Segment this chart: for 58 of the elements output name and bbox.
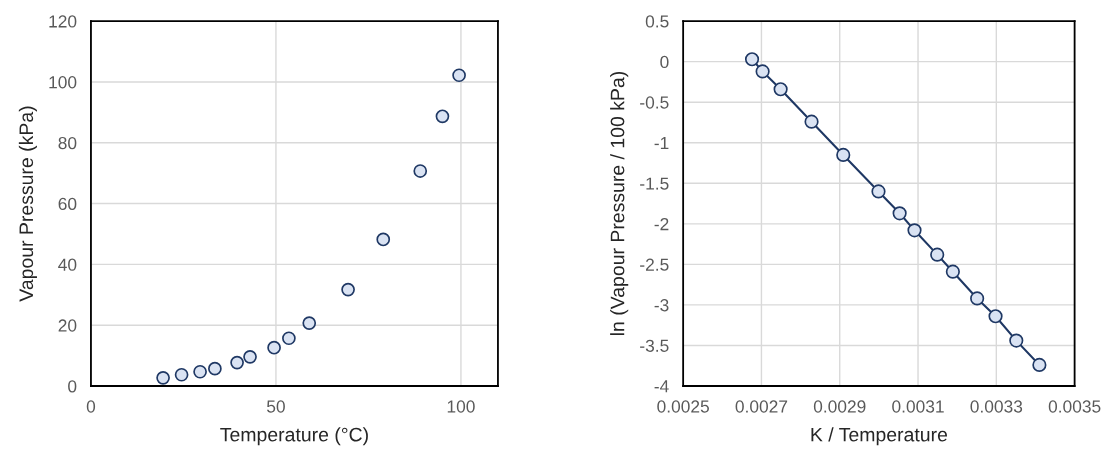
x-tick-label: 0.0031 [892, 400, 944, 413]
point [243, 349, 257, 364]
y-tick-label: -1 [654, 137, 669, 150]
point [970, 291, 985, 306]
y-tick-label: -3 [654, 299, 669, 312]
x-tick-label: 50 [266, 400, 285, 413]
point [744, 52, 760, 67]
y-axis-title: ln (Vapour Pressure / 100 kPa) [610, 72, 629, 336]
point [302, 316, 317, 330]
y-tick-label: 80 [58, 136, 77, 150]
x-tick-label: 0.0029 [813, 400, 866, 413]
point [435, 109, 450, 124]
x-tick-label: 0 [86, 400, 96, 413]
x-tick-label: 0.0027 [735, 400, 788, 413]
x-tick-label: 0.0035 [1048, 400, 1101, 413]
y-tick-label: 0.5 [645, 15, 669, 28]
x-tick-label: 100 [447, 400, 475, 413]
point [452, 68, 466, 83]
point [836, 147, 851, 162]
point [907, 223, 922, 238]
point [773, 82, 788, 97]
y-tick-label: 40 [58, 258, 77, 271]
x-axis-title: K / Temperature [811, 427, 948, 446]
y-tick-label: -3.5 [640, 339, 669, 352]
y-tick-label: -4 [654, 380, 669, 393]
y-tick-label: 60 [58, 197, 77, 211]
point [892, 206, 907, 221]
y-tick-label: 0 [68, 380, 77, 393]
point [282, 331, 296, 346]
point [945, 264, 960, 279]
point [930, 247, 945, 262]
x-tick-label: 0.0033 [970, 400, 1023, 413]
x-tick-label: 0.0025 [657, 400, 709, 413]
x-axis-title: Temperature (°C) [220, 427, 368, 446]
y-tick-label: 100 [49, 76, 77, 89]
point [413, 164, 428, 178]
point [871, 184, 886, 199]
point [174, 367, 189, 382]
point [988, 309, 1003, 324]
y-tick-label: -0.5 [640, 96, 669, 109]
y-tick-label: 120 [49, 15, 77, 28]
point [193, 364, 207, 379]
y-tick-label: -2 [654, 218, 669, 231]
point [267, 340, 281, 355]
point [804, 114, 819, 129]
y-tick-label: -1.5 [640, 177, 669, 190]
point [341, 282, 355, 297]
point [230, 355, 244, 370]
y-tick-label: 0 [660, 55, 669, 69]
y-tick-label: 20 [58, 319, 77, 332]
point [156, 370, 170, 385]
point [1032, 357, 1047, 373]
y-axis-title: Vapour Pressure (kPa) [18, 106, 37, 302]
point [1009, 333, 1024, 348]
point [755, 64, 770, 79]
point [376, 232, 391, 247]
point [208, 361, 222, 376]
y-tick-label: -2.5 [640, 258, 669, 271]
